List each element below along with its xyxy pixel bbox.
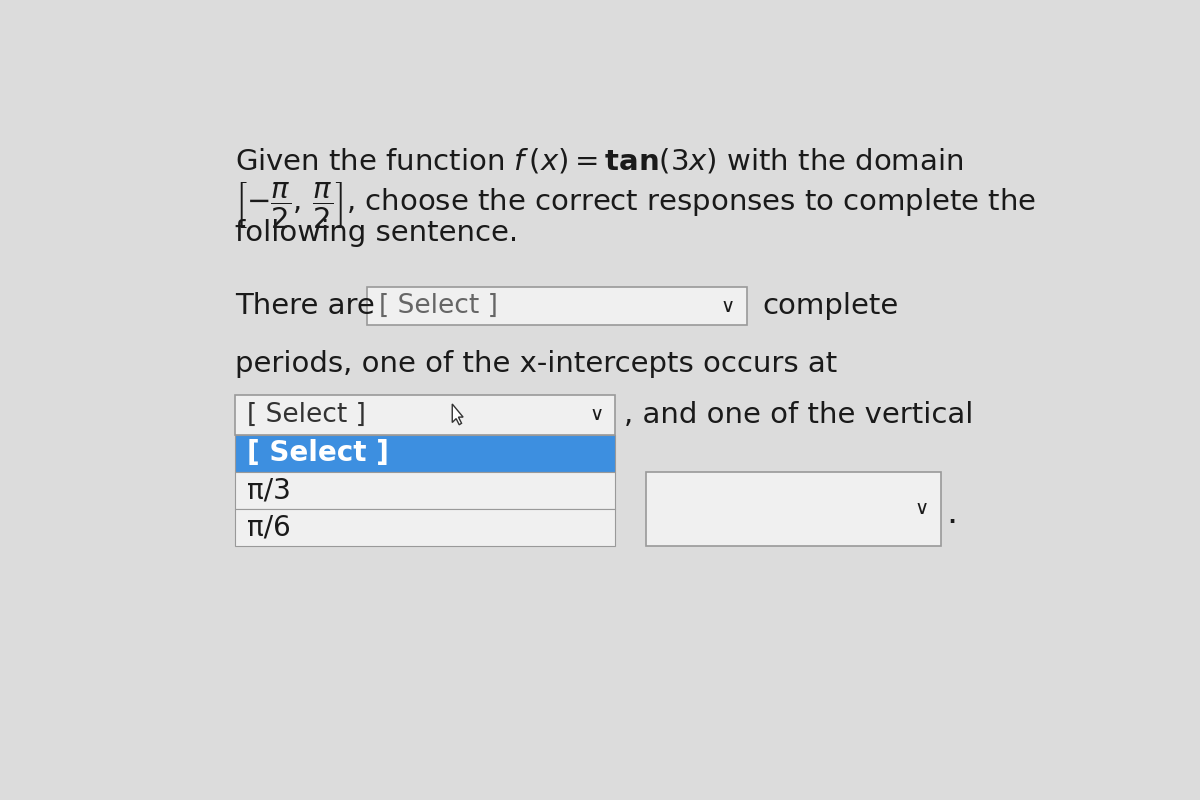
Text: ∨: ∨: [721, 297, 736, 316]
FancyBboxPatch shape: [235, 472, 616, 509]
Polygon shape: [452, 404, 463, 425]
Text: [ Select ]: [ Select ]: [379, 294, 498, 319]
Text: [ Select ]: [ Select ]: [247, 402, 366, 428]
Text: .: .: [947, 495, 958, 530]
Text: , and one of the vertical: , and one of the vertical: [624, 401, 973, 429]
Text: ∨: ∨: [914, 499, 929, 518]
FancyBboxPatch shape: [235, 435, 616, 472]
Text: Given the function $f\,(x) = \mathbf{tan}(3x)$ with the domain: Given the function $f\,(x) = \mathbf{tan…: [235, 146, 964, 175]
Text: π/6: π/6: [247, 514, 290, 541]
FancyBboxPatch shape: [235, 509, 616, 546]
FancyBboxPatch shape: [367, 287, 746, 326]
Text: π/3: π/3: [247, 476, 290, 504]
FancyBboxPatch shape: [235, 394, 616, 435]
Text: There are: There are: [235, 292, 374, 320]
FancyBboxPatch shape: [646, 472, 941, 546]
Text: $\left[-\dfrac{\pi}{2},\,\dfrac{\pi}{2}\right]$, choose the correct responses to: $\left[-\dfrac{\pi}{2},\,\dfrac{\pi}{2}\…: [235, 181, 1037, 231]
Text: complete: complete: [762, 292, 899, 320]
Text: periods, one of the x-intercepts occurs at: periods, one of the x-intercepts occurs …: [235, 350, 838, 378]
Text: ∨: ∨: [589, 406, 604, 424]
Text: [ Select ]: [ Select ]: [247, 439, 389, 467]
Text: following sentence.: following sentence.: [235, 219, 518, 247]
